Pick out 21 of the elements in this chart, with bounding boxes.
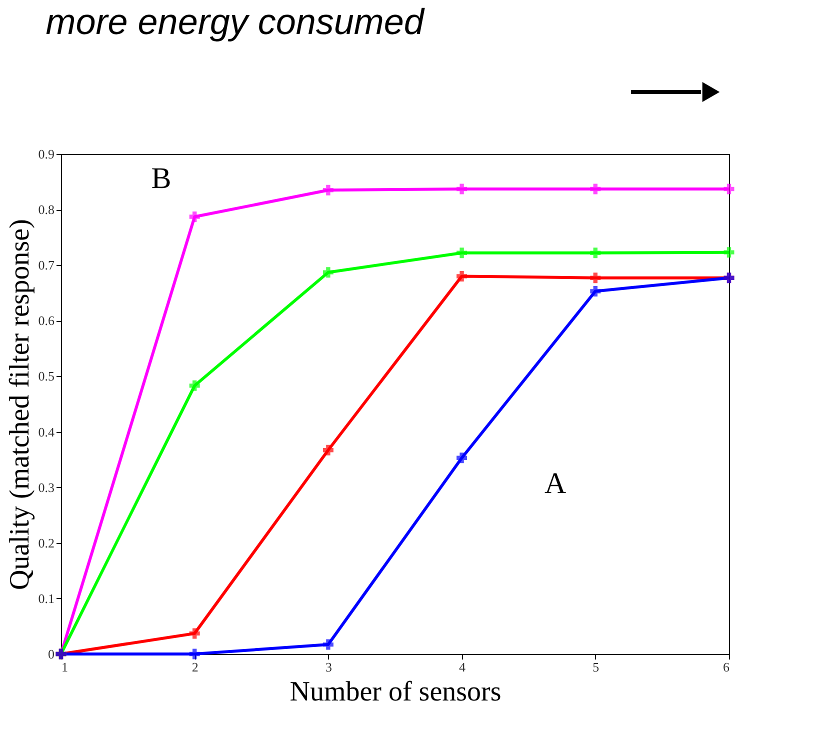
y-tick-label: 0.7 — [38, 258, 55, 273]
y-tick-label: 0.8 — [38, 202, 54, 218]
y-tick-label: 0.4 — [38, 424, 55, 440]
x-tick-label: 4 — [459, 660, 466, 674]
x-tick-label: 1 — [62, 660, 68, 674]
x-tick-label: 6 — [723, 660, 730, 674]
y-tick-label: 0.5 — [38, 368, 54, 384]
y-axis-title: Quality (matched filter response) — [4, 219, 36, 590]
y-tick-label: 0.9 — [38, 146, 54, 162]
x-axis-title: Number of sensors — [290, 676, 502, 708]
annotation: A — [544, 467, 566, 500]
y-tick-label: 0.6 — [38, 313, 55, 328]
x-tick-label: 2 — [192, 660, 198, 674]
y-tick-label: 0 — [48, 646, 54, 662]
y-tick-label: 0.3 — [38, 480, 54, 495]
y-tick-label: 0.2 — [38, 535, 54, 550]
y-tick-label: 0.1 — [38, 590, 54, 606]
x-tick-label: 3 — [325, 660, 332, 674]
chart-title: more energy consumed — [46, 1, 425, 42]
x-tick-label: 5 — [592, 660, 600, 674]
annotation: B — [151, 162, 172, 195]
